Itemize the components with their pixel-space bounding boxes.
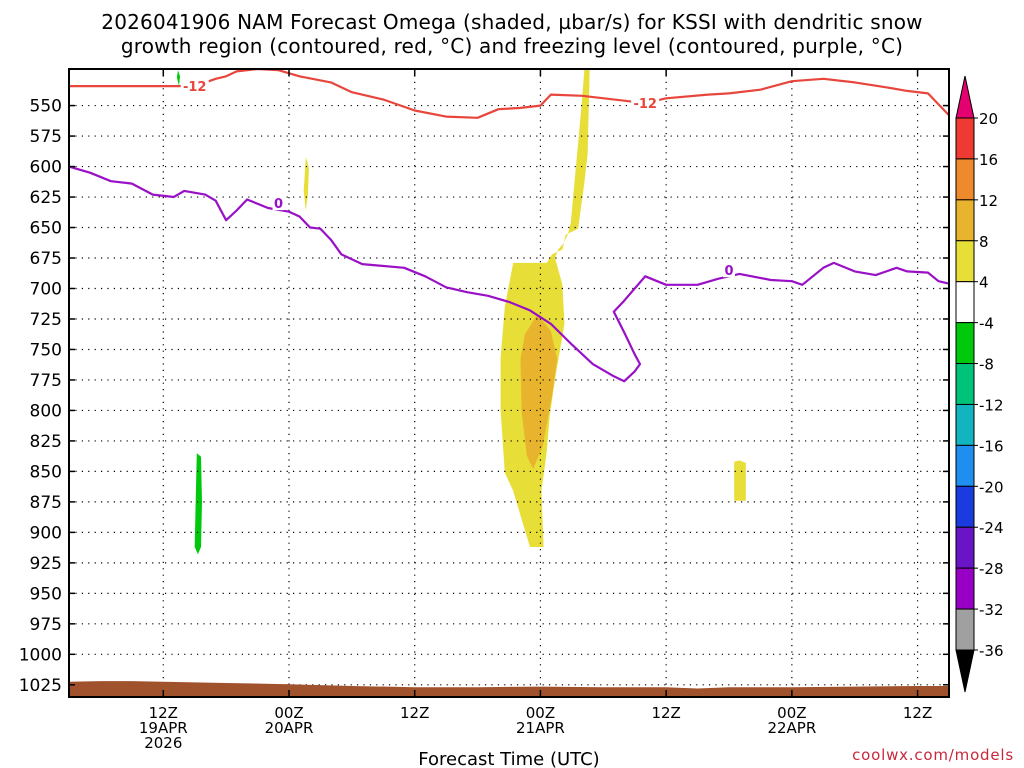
ytick-label-900: 900	[30, 523, 62, 543]
xtick-label-6-0: 12Z	[149, 704, 178, 722]
xtick-label-18-0: 00Z	[274, 704, 303, 722]
colorbar-swatch-0	[955, 117, 975, 160]
contour-label-1-0: 0	[274, 197, 283, 212]
chart-title-line-1: 2026041906 NAM Forecast Omega (shaded, µ…	[101, 10, 923, 34]
xtick-label-6-1: 19APR	[139, 719, 188, 737]
colorbar-swatch-12	[955, 608, 975, 651]
colorbar-label-11: -28	[979, 560, 1004, 578]
ytick-label-775: 775	[30, 371, 62, 391]
colorbar-label-7: -12	[979, 396, 1004, 414]
colorbar-swatch-1	[955, 158, 975, 201]
ytick-label-1025: 1025	[19, 676, 62, 696]
colorbar-label-3: 8	[979, 233, 989, 251]
colorbar-label-10: -24	[979, 519, 1004, 537]
colorbar-swatch-9	[955, 485, 975, 528]
contour-label-bg-1-1	[723, 262, 735, 278]
ytick-label-975: 975	[30, 615, 62, 635]
xtick-label-54-0: 12Z	[651, 704, 680, 722]
ytick-label-675: 675	[30, 249, 62, 269]
ytick-label-700: 700	[30, 279, 62, 299]
ytick-label-750: 750	[30, 340, 62, 360]
contour-label-bg-0-1	[631, 95, 660, 111]
xtick-label-30-0: 12Z	[400, 704, 429, 722]
colorbar-swatch-2	[955, 199, 975, 242]
omega-shaded-region-3	[734, 460, 746, 501]
omega-shaded-region-1	[520, 314, 558, 469]
terrain-surface	[69, 681, 949, 697]
colorbar-label-1: 16	[979, 151, 998, 169]
colorbar-swatch-4	[955, 281, 975, 324]
ytick-label-550: 550	[30, 97, 62, 117]
omega-shaded-region-0	[500, 69, 590, 547]
colorbar-label-9: -20	[979, 478, 1004, 496]
colorbar-swatch-5	[955, 322, 975, 365]
colorbar-swatch-10	[955, 526, 975, 569]
contour-line-1	[69, 165, 949, 383]
colorbar-label-2: 12	[979, 192, 998, 210]
ytick-label-725: 725	[30, 310, 62, 330]
xtick-label-78-0: 12Z	[903, 704, 932, 722]
ytick-label-650: 650	[30, 219, 62, 239]
ytick-label-950: 950	[30, 584, 62, 604]
colorbar-swatch-7	[955, 403, 975, 446]
contour-label-0-1: -12	[633, 97, 657, 112]
omega-shaded-region-5	[176, 70, 180, 87]
ytick-label-1000: 1000	[19, 645, 62, 665]
colorbar-label-12: -32	[979, 601, 1004, 619]
colorbar-bottom-arrow	[955, 649, 975, 693]
chart-title-line-2: growth region (contoured, red, °C) and f…	[120, 34, 904, 58]
ytick-label-850: 850	[30, 462, 62, 482]
ytick-label-875: 875	[30, 493, 62, 513]
colorbar-label-8: -16	[979, 437, 1004, 455]
ytick-label-600: 600	[30, 158, 62, 178]
xtick-label-66-1: 22APR	[767, 719, 816, 737]
contour-label-1-1: 0	[724, 264, 733, 279]
colorbar-label-13: -36	[979, 642, 1004, 660]
ytick-label-800: 800	[30, 401, 62, 421]
contour-label-bg-0-0	[180, 78, 209, 94]
x-axis-label: Forecast Time (UTC)	[418, 749, 599, 768]
xtick-label-18-1: 20APR	[265, 719, 314, 737]
omega-shaded-region-2	[303, 156, 309, 211]
xtick-label-42-0: 00Z	[526, 704, 555, 722]
colorbar-top-arrow	[955, 75, 975, 119]
plot-frame	[68, 68, 950, 698]
omega-shaded-region-4	[194, 453, 202, 555]
colorbar-swatch-8	[955, 444, 975, 487]
ytick-label-925: 925	[30, 554, 62, 574]
contour-label-0-0: -12	[183, 80, 207, 95]
colorbar-label-6: -8	[979, 356, 994, 374]
colorbar-swatch-6	[955, 363, 975, 405]
colorbar-label-0: 20	[979, 110, 998, 128]
colorbar-label-4: 4	[979, 274, 989, 292]
colorbar-label-5: -4	[979, 315, 994, 333]
xtick-label-66-0: 00Z	[777, 704, 806, 722]
xtick-label-42-1: 21APR	[516, 719, 565, 737]
ytick-label-575: 575	[30, 127, 62, 147]
colorbar-swatch-3	[955, 240, 975, 283]
ytick-label-825: 825	[30, 432, 62, 452]
source-watermark: coolwx.com/models	[852, 746, 1014, 764]
ytick-label-625: 625	[30, 188, 62, 208]
xtick-label-6-2: 2026	[144, 734, 182, 752]
colorbar-swatch-11	[955, 567, 975, 610]
contour-label-bg-1-0	[272, 195, 285, 211]
